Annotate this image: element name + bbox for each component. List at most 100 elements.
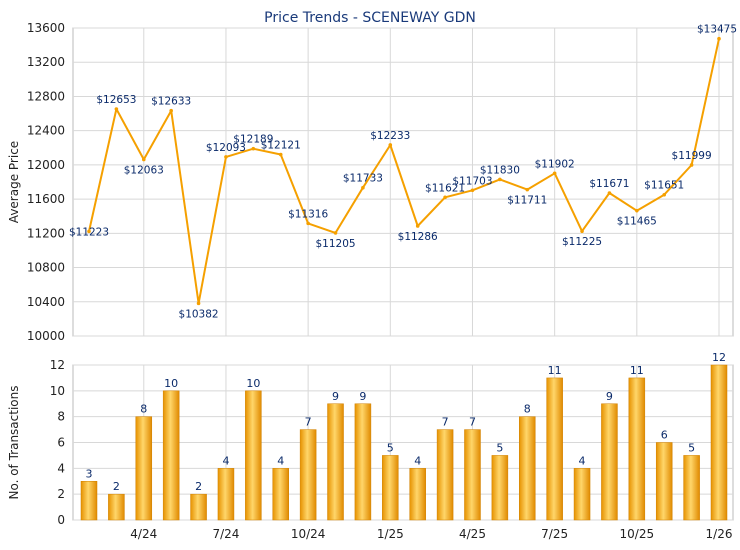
transactions-tick-label: 4 xyxy=(57,461,65,475)
price-point xyxy=(662,192,667,197)
transactions-bar-label: 4 xyxy=(414,454,421,467)
price-point-label: $11621 xyxy=(425,182,465,194)
transactions-bar xyxy=(135,416,153,521)
price-point xyxy=(525,187,530,192)
transactions-bar xyxy=(519,416,536,521)
price-point xyxy=(580,229,584,233)
transactions-bar xyxy=(491,455,509,521)
transactions-bar-label: 5 xyxy=(387,441,394,454)
transactions-panel: 0 2 4 6 8 10 12 4/24 7/24 10/24 1/25 4/25 7/25 10/25 1… xyxy=(7,351,734,541)
transactions-tick-label: 8 xyxy=(57,410,65,424)
price-point xyxy=(415,224,420,228)
transactions-bar xyxy=(409,468,426,521)
x-tick-label: 1/25 xyxy=(377,527,404,541)
transactions-bar xyxy=(190,493,207,521)
price-point xyxy=(388,143,393,147)
price-point xyxy=(470,188,475,193)
price-tick-label: 10000 xyxy=(27,329,65,343)
price-point xyxy=(333,231,338,235)
transactions-bar xyxy=(546,377,563,521)
price-tick-label: 12000 xyxy=(27,158,65,172)
transactions-bar-label: 10 xyxy=(164,377,178,390)
transactions-bar xyxy=(354,403,372,521)
transactions-bar xyxy=(628,377,646,521)
transactions-bar xyxy=(436,429,454,521)
price-tick-label: 12400 xyxy=(27,124,65,138)
price-point-label: $11733 xyxy=(343,173,383,185)
transactions-bar xyxy=(327,403,344,521)
transactions-bar xyxy=(245,390,262,521)
transactions-bar xyxy=(217,468,235,521)
price-series-line xyxy=(88,38,720,305)
price-point xyxy=(443,195,447,200)
transactions-axis-label: No. of Transactions xyxy=(7,385,21,499)
price-point-label: $11671 xyxy=(589,178,629,190)
transactions-bar xyxy=(382,455,399,521)
transactions-bar-label: 7 xyxy=(469,416,476,429)
transactions-tick-label: 12 xyxy=(50,358,65,372)
transactions-bar xyxy=(80,481,98,521)
chart-title: Price Trends - SCENEWAY GDN xyxy=(264,10,476,26)
price-point xyxy=(251,146,256,151)
price-point xyxy=(224,155,228,159)
transactions-bar xyxy=(299,429,317,521)
price-point-label: $10382 xyxy=(179,308,219,320)
transactions-bar-label: 7 xyxy=(305,416,312,429)
price-axis-label: Average Price xyxy=(7,141,21,223)
transactions-bar-label: 5 xyxy=(688,441,695,454)
transactions-bar-label: 8 xyxy=(524,403,531,416)
price-point xyxy=(552,171,557,176)
price-point xyxy=(87,229,91,234)
price-point-label: $11225 xyxy=(562,236,602,248)
price-point-label: $11830 xyxy=(480,164,520,176)
price-point-label: $12093 xyxy=(206,142,246,154)
price-point-label: $12121 xyxy=(261,140,301,152)
x-tick-label: 7/24 xyxy=(212,527,239,541)
transactions-bar xyxy=(655,442,673,521)
price-point-label: $11465 xyxy=(617,216,657,228)
transactions-bar-label: 9 xyxy=(359,390,366,403)
transactions-tick-label: 2 xyxy=(57,487,65,501)
price-point-label: $11703 xyxy=(452,175,492,187)
price-point xyxy=(169,108,173,113)
transactions-bar xyxy=(601,403,618,521)
price-tick-label: 11600 xyxy=(27,192,65,206)
price-point-label: $11316 xyxy=(288,208,328,220)
transactions-bar xyxy=(683,455,700,521)
x-tick-label: 4/24 xyxy=(130,527,157,541)
transactions-bar-label: 4 xyxy=(579,454,586,467)
x-tick-label: 10/25 xyxy=(620,527,655,541)
price-point-label: $11286 xyxy=(398,231,438,243)
price-point xyxy=(635,208,639,213)
price-point-label: $11999 xyxy=(672,150,712,162)
price-point xyxy=(361,185,365,190)
price-tick-label: 10800 xyxy=(27,261,65,275)
price-point-label: $12189 xyxy=(233,134,273,146)
transactions-bar-label: 7 xyxy=(442,416,449,429)
transactions-bar xyxy=(464,429,481,521)
transactions-bar-label: 9 xyxy=(332,390,339,403)
price-point xyxy=(141,157,146,162)
transactions-bar xyxy=(162,390,180,521)
price-point-label: $11205 xyxy=(315,238,355,250)
price-point xyxy=(278,152,283,157)
transactions-bar-label: 6 xyxy=(661,429,668,442)
transactions-tick-label: 10 xyxy=(50,384,65,398)
price-panel: 10000 10400 10800 11200 11600 12000 12400 12800… xyxy=(7,21,737,343)
transactions-bar-label: 2 xyxy=(195,480,202,493)
price-point xyxy=(689,163,694,167)
transactions-bar xyxy=(573,468,591,521)
x-tick-label: 10/24 xyxy=(291,527,326,541)
price-tick-label: 10400 xyxy=(27,295,65,309)
transactions-tick-label: 6 xyxy=(57,436,65,450)
price-point-label: $11711 xyxy=(507,195,547,207)
price-tick-label: 11200 xyxy=(27,226,65,240)
transactions-bar-label: 11 xyxy=(630,364,644,377)
price-point-label: $11902 xyxy=(535,158,575,170)
price-point xyxy=(306,221,310,226)
transactions-bar-label: 12 xyxy=(712,351,726,364)
price-tick-label: 13200 xyxy=(27,55,65,69)
transactions-tick-label: 0 xyxy=(57,513,65,527)
